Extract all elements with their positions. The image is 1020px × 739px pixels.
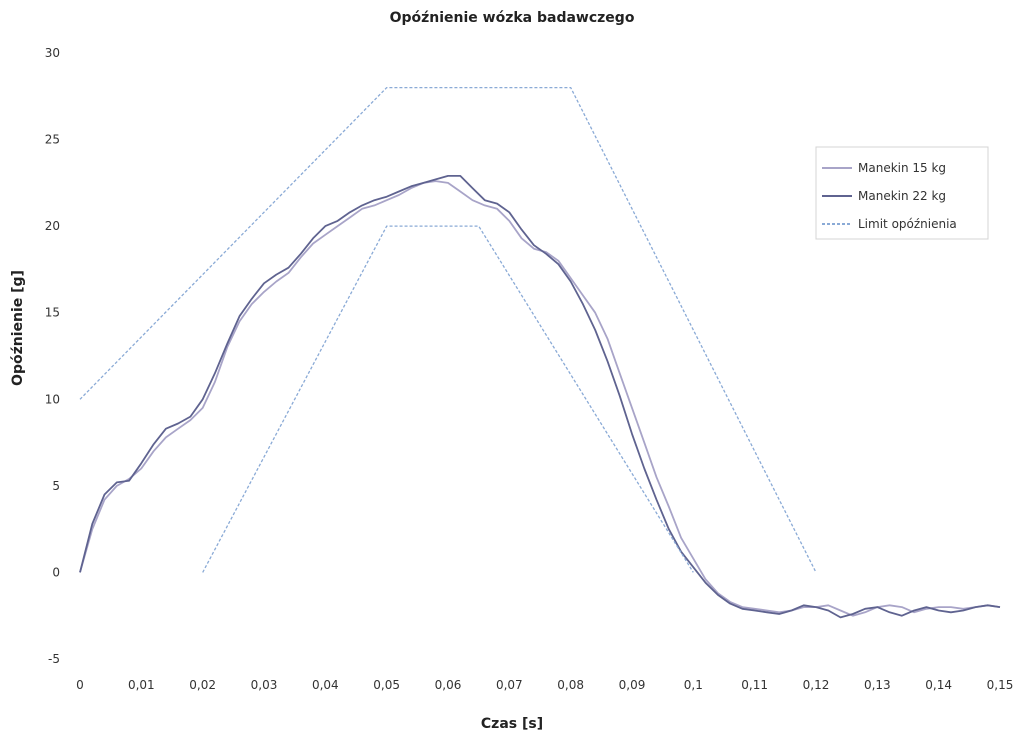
x-tick-label: 0,14	[925, 678, 952, 692]
y-tick-label: 10	[45, 392, 60, 406]
x-tick-label: 0,02	[189, 678, 216, 692]
series-line	[79, 174, 1001, 619]
y-tick-label: 5	[52, 479, 60, 493]
chart-title: Opóźnienie wózka badawczego	[390, 10, 635, 26]
legend-label: Manekin 22 kg	[858, 189, 946, 203]
legend-label: Limit opóźnienia	[858, 217, 957, 231]
x-tick-label: 0,01	[128, 678, 155, 692]
y-tick-label: 20	[45, 219, 60, 233]
y-tick-label: 0	[52, 565, 60, 579]
legend-item: Manekin 15 kg	[822, 161, 946, 175]
limit-line	[79, 86, 817, 573]
x-tick-label: 0,13	[864, 678, 891, 692]
x-tick-label: 0,11	[741, 678, 768, 692]
y-tick-label: -5	[48, 652, 60, 666]
y-tick-label: 15	[45, 306, 60, 320]
y-tick-label: 30	[45, 46, 60, 60]
x-axis-label: Czas [s]	[481, 716, 543, 732]
x-tick-label: 0,03	[251, 678, 278, 692]
x-tick-label: 0,05	[373, 678, 400, 692]
y-axis-label: Opóźnienie [g]	[10, 270, 26, 386]
series-layer	[79, 86, 1001, 619]
legend-label: Manekin 15 kg	[858, 161, 946, 175]
legend-item: Limit opóźnienia	[822, 217, 957, 231]
x-tick-label: 0,15	[987, 678, 1014, 692]
x-tick-label: 0,07	[496, 678, 523, 692]
x-tick-label: 0,09	[619, 678, 646, 692]
y-axis-ticks: -5 0 5 10 15 20 25 30	[45, 46, 60, 666]
legend: Manekin 15 kg Manekin 22 kg Limit opóźnien…	[815, 146, 989, 240]
series-3	[79, 86, 817, 573]
x-axis-ticks: 0 0,01 0,02 0,03 0,04 0,05 0,06 0,07 0,08 0,09 0,1…	[76, 678, 1013, 692]
y-tick-label: 25	[45, 133, 60, 147]
x-tick-label: 0,04	[312, 678, 339, 692]
x-tick-label: 0,08	[557, 678, 584, 692]
x-tick-label: 0,06	[435, 678, 462, 692]
x-tick-label: 0	[76, 678, 84, 692]
limit-line	[202, 225, 694, 573]
legend-item: Manekin 22 kg	[822, 189, 946, 203]
x-tick-label: 0,1	[684, 678, 703, 692]
x-tick-label: 0,12	[803, 678, 830, 692]
series-2	[79, 174, 1001, 619]
